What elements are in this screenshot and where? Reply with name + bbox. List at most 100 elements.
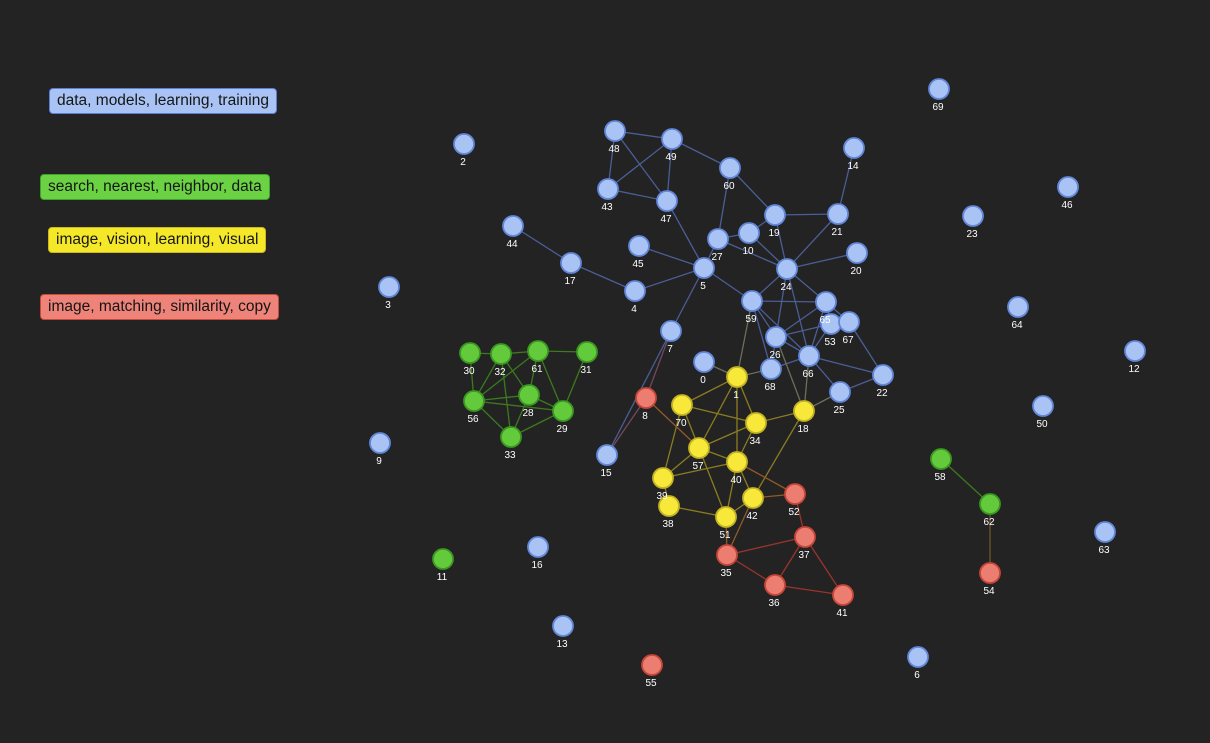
graph-node-61[interactable] — [527, 340, 549, 362]
graph-node-24[interactable] — [776, 258, 798, 280]
graph-node-35[interactable] — [716, 544, 738, 566]
graph-node-41[interactable] — [832, 584, 854, 606]
graph-node-62[interactable] — [979, 493, 1001, 515]
graph-node-57[interactable] — [688, 437, 710, 459]
graph-node-60[interactable] — [719, 157, 741, 179]
graph-node-8[interactable] — [635, 387, 657, 409]
graph-node-47[interactable] — [656, 190, 678, 212]
node-label-44: 44 — [506, 239, 518, 250]
graph-node-9[interactable] — [369, 432, 391, 454]
node-label-59: 59 — [745, 314, 757, 325]
graph-node-28[interactable] — [518, 384, 540, 406]
node-label-9: 9 — [376, 456, 382, 467]
graph-node-67[interactable] — [838, 311, 860, 333]
graph-node-25[interactable] — [829, 381, 851, 403]
node-label-29: 29 — [556, 424, 568, 435]
graph-node-58[interactable] — [930, 448, 952, 470]
graph-node-12[interactable] — [1124, 340, 1146, 362]
graph-node-29[interactable] — [552, 400, 574, 422]
graph-node-63[interactable] — [1094, 521, 1116, 543]
graph-node-15[interactable] — [596, 444, 618, 466]
graph-node-36[interactable] — [764, 574, 786, 596]
node-label-24: 24 — [780, 282, 792, 293]
graph-node-16[interactable] — [527, 536, 549, 558]
node-label-40: 40 — [730, 475, 742, 486]
graph-node-7[interactable] — [660, 320, 682, 342]
graph-node-46[interactable] — [1057, 176, 1079, 198]
graph-node-50[interactable] — [1032, 395, 1054, 417]
graph-edge — [774, 584, 844, 596]
graph-node-5[interactable] — [693, 257, 715, 279]
graph-node-37[interactable] — [794, 526, 816, 548]
graph-node-23[interactable] — [962, 205, 984, 227]
graph-node-64[interactable] — [1007, 296, 1029, 318]
node-label-46: 46 — [1061, 200, 1073, 211]
graph-node-49[interactable] — [661, 128, 683, 150]
graph-node-68[interactable] — [760, 358, 782, 380]
graph-node-30[interactable] — [459, 342, 481, 364]
graph-node-17[interactable] — [560, 252, 582, 274]
graph-node-21[interactable] — [827, 203, 849, 225]
graph-node-11[interactable] — [432, 548, 454, 570]
legend-item-search-nearest: search, nearest, neighbor, data — [40, 174, 270, 200]
graph-node-69[interactable] — [928, 78, 950, 100]
node-label-33: 33 — [504, 450, 516, 461]
graph-node-56[interactable] — [463, 390, 485, 412]
graph-node-26[interactable] — [765, 326, 787, 348]
graph-node-14[interactable] — [843, 137, 865, 159]
graph-node-34[interactable] — [745, 412, 767, 434]
graph-node-45[interactable] — [628, 235, 650, 257]
graph-node-2[interactable] — [453, 133, 475, 155]
graph-node-33[interactable] — [500, 426, 522, 448]
graph-node-10[interactable] — [738, 222, 760, 244]
graph-node-27[interactable] — [707, 228, 729, 250]
graph-node-22[interactable] — [872, 364, 894, 386]
graph-node-6[interactable] — [907, 646, 929, 668]
graph-node-38[interactable] — [658, 495, 680, 517]
graph-node-20[interactable] — [846, 242, 868, 264]
node-label-51: 51 — [719, 530, 731, 541]
node-label-14: 14 — [847, 161, 859, 172]
graph-edge — [752, 410, 805, 499]
node-label-27: 27 — [711, 252, 723, 263]
node-label-69: 69 — [932, 102, 944, 113]
graph-node-0[interactable] — [693, 351, 715, 373]
graph-node-32[interactable] — [490, 343, 512, 365]
graph-node-42[interactable] — [742, 487, 764, 509]
graph-node-1[interactable] — [726, 366, 748, 388]
graph-node-70[interactable] — [671, 394, 693, 416]
node-label-68: 68 — [764, 382, 776, 393]
graph-node-51[interactable] — [715, 506, 737, 528]
node-label-16: 16 — [531, 560, 543, 571]
graph-node-43[interactable] — [597, 178, 619, 200]
graph-node-13[interactable] — [552, 615, 574, 637]
node-label-36: 36 — [768, 598, 780, 609]
legend-item-image-matching: image, matching, similarity, copy — [40, 294, 279, 320]
node-label-5: 5 — [700, 281, 706, 292]
node-label-4: 4 — [631, 304, 637, 315]
graph-node-31[interactable] — [576, 341, 598, 363]
node-label-3: 3 — [385, 300, 391, 311]
graph-edge — [512, 225, 572, 264]
graph-node-4[interactable] — [624, 280, 646, 302]
graph-node-66[interactable] — [798, 345, 820, 367]
graph-edge — [775, 336, 805, 412]
node-label-31: 31 — [580, 365, 592, 376]
graph-node-44[interactable] — [502, 215, 524, 237]
node-label-7: 7 — [667, 344, 673, 355]
graph-node-48[interactable] — [604, 120, 626, 142]
graph-node-54[interactable] — [979, 562, 1001, 584]
graph-node-39[interactable] — [652, 467, 674, 489]
graph-edge — [804, 536, 844, 596]
graph-node-40[interactable] — [726, 451, 748, 473]
graph-edge — [717, 238, 788, 270]
graph-node-55[interactable] — [641, 654, 663, 676]
graph-node-52[interactable] — [784, 483, 806, 505]
graph-node-18[interactable] — [793, 400, 815, 422]
graph-node-19[interactable] — [764, 204, 786, 226]
graph-node-59[interactable] — [741, 290, 763, 312]
graph-node-3[interactable] — [378, 276, 400, 298]
graph-node-65[interactable] — [815, 291, 837, 313]
